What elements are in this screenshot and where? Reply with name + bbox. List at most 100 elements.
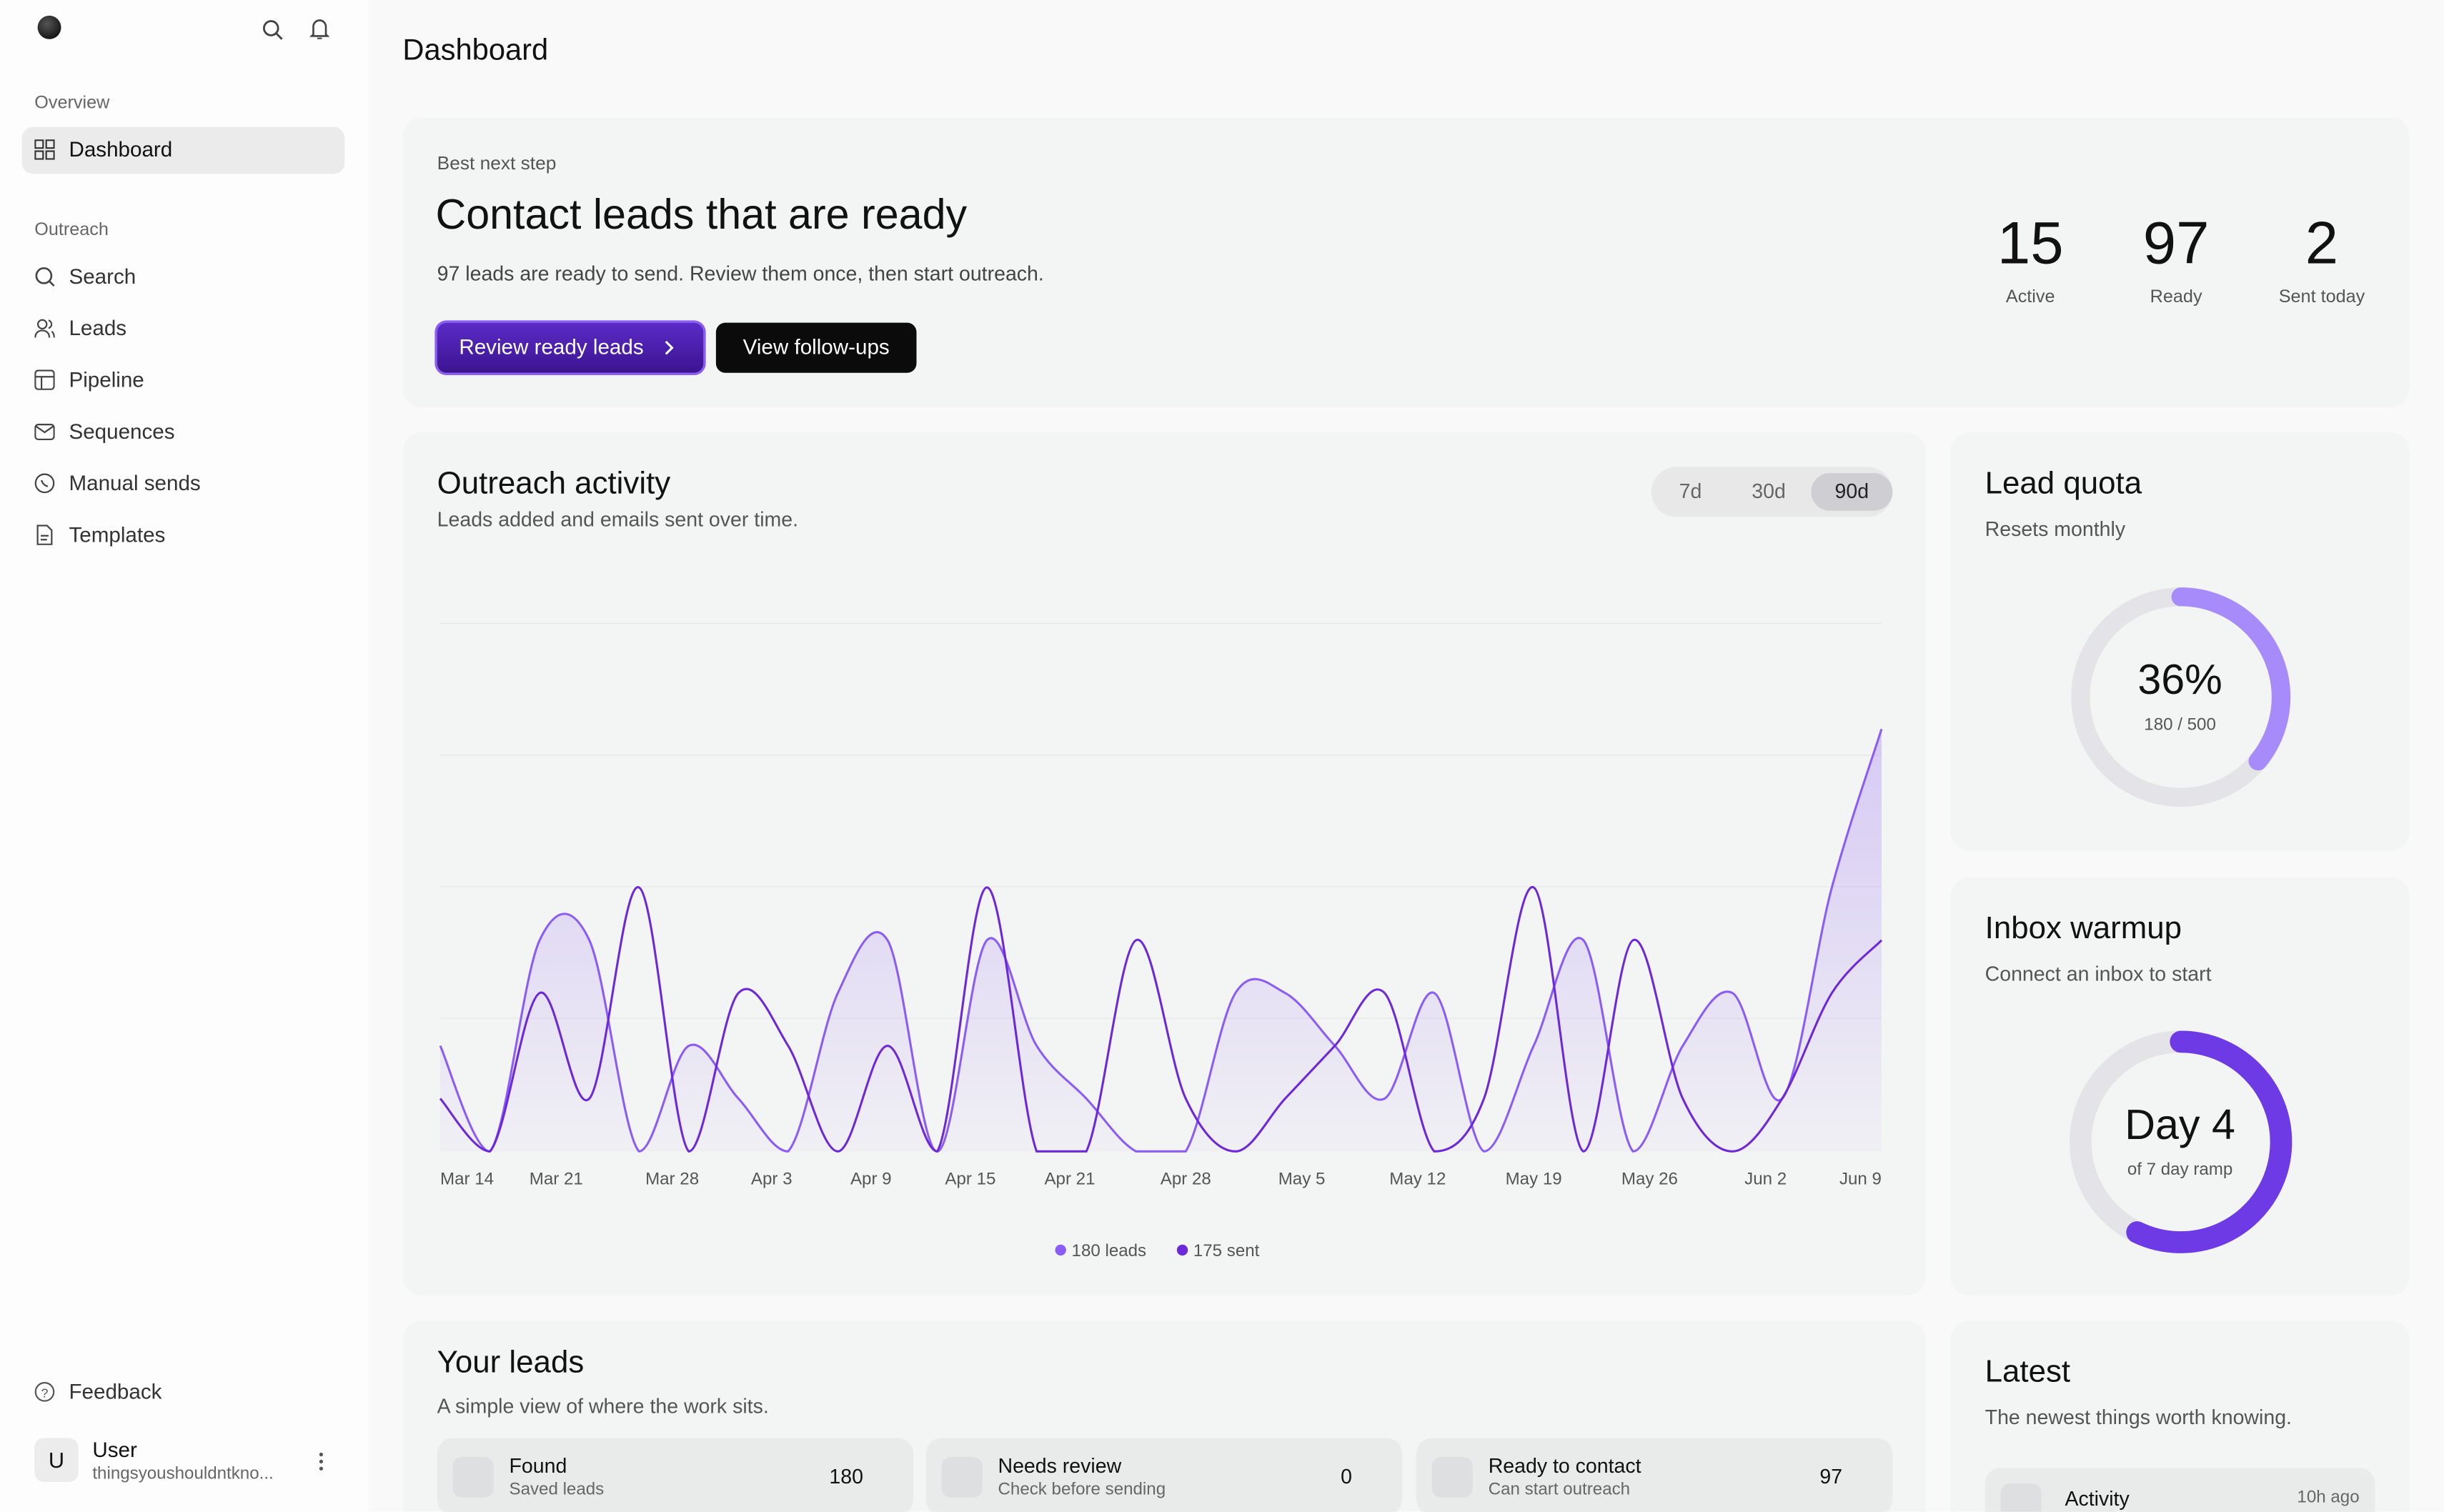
chart-card: Outreach activity Leads added and emails… [402, 432, 1926, 1296]
nav-label: Templates [69, 523, 166, 547]
chart-subtitle: Leads added and emails sent over time. [437, 507, 799, 532]
hero-card: Best next step Contact leads that are re… [402, 117, 2410, 408]
x-tick-label: Jun 2 [1744, 1169, 1787, 1188]
nav-item[interactable]: Pipeline [22, 357, 345, 404]
legend-swatch [1176, 1244, 1188, 1256]
card-subtitle: Connect an inbox to start [1984, 962, 2212, 985]
x-tick-label: Apr 28 [1161, 1169, 1211, 1188]
eyebrow: Best next step [437, 151, 557, 174]
user-name: User [92, 1438, 137, 1462]
stat-value: 97 [2142, 211, 2210, 278]
nav-item[interactable]: ? Feedback [22, 1369, 345, 1416]
card-subtitle: Resets monthly [1984, 517, 2126, 541]
donut-arc [2071, 587, 2291, 807]
donut-detail: 180 / 500 [2144, 715, 2216, 735]
user-menu[interactable] [315, 1451, 328, 1473]
button-label: Review ready leads [459, 335, 644, 359]
x-tick-label: May 19 [1506, 1169, 1562, 1188]
bell-icon[interactable] [309, 17, 331, 41]
nav-item[interactable]: Leads [22, 306, 345, 353]
line [439, 886, 1883, 1153]
card-subtitle: A simple view of where the work sits. [437, 1394, 769, 1418]
range-button[interactable]: 7d [1679, 479, 1702, 503]
nav-label: Sequences [69, 419, 175, 444]
range-button[interactable]: 30d [1752, 479, 1786, 503]
stat-label: Active [2005, 288, 2055, 307]
stat-value: 15 [1997, 211, 2064, 278]
latest-item[interactable]: Activity 10h ago [1984, 1468, 2375, 1512]
x-tick-label: May 5 [1278, 1169, 1326, 1188]
sidebar: Overview Dashboard Outreach ? Feedback U … [0, 0, 369, 1512]
stat: 2 Sent today [2251, 212, 2392, 307]
user-email: thingsyoushouldntkno... [92, 1464, 274, 1484]
item-time: 10h ago [2297, 1488, 2360, 1508]
line [439, 728, 1883, 1153]
range-toggle: 7d 30d 90d [1651, 467, 1893, 517]
leads-card: Your leads A simple view of where the wo… [402, 1320, 1926, 1512]
tile-count: 0 [1341, 1464, 1352, 1488]
lead-tile[interactable]: Found Saved leads 180 [437, 1438, 914, 1512]
latest-card: Latest The newest things worth knowing. … [1950, 1320, 2410, 1512]
nav-label: Manual sends [69, 471, 201, 495]
avatar[interactable]: U [34, 1438, 79, 1482]
donut [2070, 1030, 2293, 1253]
tile-count: 180 [829, 1464, 863, 1488]
donut-value: Day 4 [2125, 1101, 2235, 1148]
card-subtitle: The newest things worth knowing. [1984, 1405, 2292, 1429]
section-title: Overview [34, 94, 110, 113]
tile-sub: Can start outreach [1488, 1480, 1631, 1500]
area [440, 729, 1882, 1152]
range-button[interactable]: 90d [1811, 473, 1893, 511]
hero-text: 97 leads are ready to send. Review them … [437, 262, 1044, 286]
donut-arc [2070, 1030, 2293, 1253]
section-title: Outreach [34, 221, 109, 240]
nav-item[interactable]: Templates [22, 512, 345, 559]
x-tick-label: Mar 28 [645, 1169, 699, 1188]
card-title: Your leads [437, 1346, 585, 1381]
x-tick-label: Apr 9 [850, 1169, 892, 1188]
tile-sub: Check before sending [998, 1480, 1166, 1500]
search-icon[interactable] [262, 19, 284, 41]
x-tick-label: Jun 9 [1839, 1169, 1882, 1188]
nav-item[interactable]: Search [22, 254, 345, 301]
x-tick-label: Apr 3 [751, 1169, 793, 1188]
svg-text:?: ? [41, 1386, 49, 1401]
chart: Mar 14 Mar 21 Mar 28 Apr 3 Apr 9 Apr 15 Apr 21… [439, 622, 1883, 1260]
card-title: Latest [1984, 1355, 2071, 1390]
page-title: Dashboard [402, 34, 549, 68]
lead-tile[interactable]: Needs review Check before sending 0 [925, 1438, 1403, 1512]
warmup-card: Inbox warmup Connect an inbox to start D… [1950, 877, 2410, 1296]
tile-title: Ready to contact [1488, 1453, 1641, 1478]
secondary-button[interactable]: View follow-ups [715, 322, 917, 373]
stat-label: Ready [2150, 288, 2202, 307]
primary-button[interactable]: Review ready leads [437, 322, 704, 373]
x-tick-label: Apr 15 [945, 1169, 995, 1188]
stat-value: 2 [2305, 211, 2339, 278]
x-tick-label: Mar 14 [440, 1169, 494, 1188]
card-title: Inbox warmup [1984, 911, 2182, 947]
donut [2071, 587, 2291, 807]
nav-item[interactable]: Sequences [22, 409, 345, 456]
x-tick-label: Apr 21 [1044, 1169, 1095, 1188]
tile-title: Needs review [998, 1453, 1122, 1478]
x-tick-label: May 26 [1621, 1169, 1678, 1188]
nav-item[interactable]: Dashboard [21, 126, 345, 174]
legend-swatch [1055, 1244, 1066, 1256]
nav-label: Feedback [69, 1380, 162, 1404]
stat-label: Sent today [2278, 288, 2365, 307]
x-tick-label: May 12 [1389, 1169, 1446, 1188]
nav-item[interactable]: Manual sends [22, 461, 345, 508]
chart-title: Outreach activity [437, 467, 671, 502]
stat: 15 Active [1960, 212, 2101, 307]
item-title: Activity [2065, 1486, 2130, 1511]
tile-sub: Saved leads [509, 1480, 605, 1500]
lead-tile[interactable]: Ready to contact Can start outreach 97 [1416, 1438, 1893, 1512]
nav-label: Dashboard [69, 137, 173, 161]
stat: 97 Ready [2105, 212, 2246, 307]
logo[interactable] [37, 15, 61, 39]
legend-label: 180 leads [1072, 1241, 1147, 1260]
x-tick-label: Mar 21 [530, 1169, 583, 1188]
quota-card: Lead quota Resets monthly 36% 180 / 500 [1950, 432, 2410, 851]
